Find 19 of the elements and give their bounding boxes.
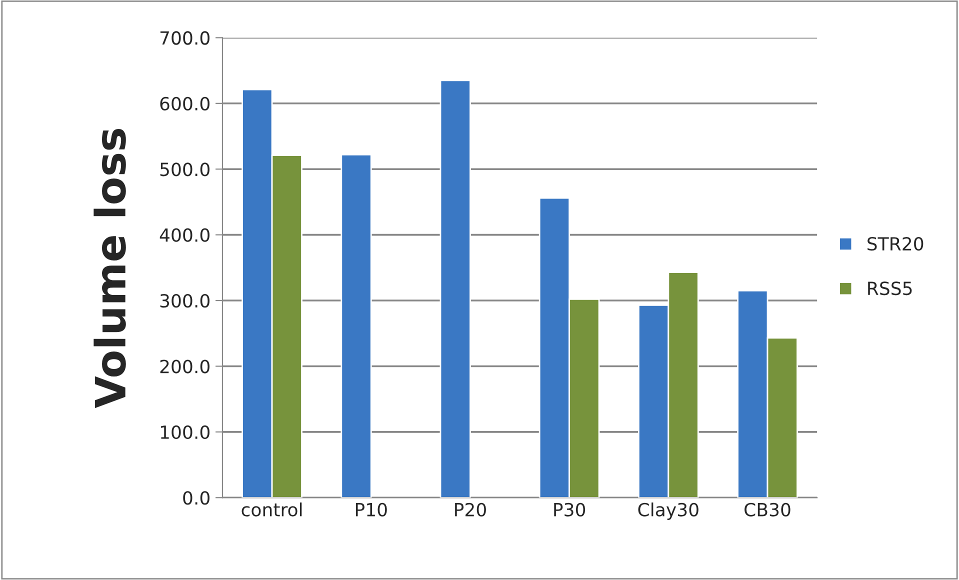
bar	[340, 154, 372, 498]
y-tick-label: 700.0	[160, 31, 210, 45]
x-tick-label: P30	[554, 502, 586, 516]
y-tick-label: 300.0	[160, 294, 210, 308]
x-tick-label: CB30	[744, 502, 790, 516]
y-tick-label: 400.0	[160, 228, 210, 242]
legend-label: RSS5	[868, 282, 912, 296]
y-tick-label: 100.0	[160, 425, 210, 440]
x-tick-label: control	[242, 502, 302, 516]
y-tick-label: 200.0	[160, 360, 210, 374]
y-tick-label: 600.0	[160, 96, 210, 111]
y-tick-label: 0.0	[183, 491, 210, 505]
y-axis-title: Volume loss	[94, 129, 126, 408]
y-tick-label: 500.0	[160, 162, 210, 176]
legend-label: STR20	[868, 236, 924, 251]
bar	[440, 80, 471, 498]
x-tick-label: P10	[356, 502, 387, 516]
x-tick-label: Clay30	[638, 502, 698, 520]
x-tick-label: P20	[455, 502, 486, 516]
